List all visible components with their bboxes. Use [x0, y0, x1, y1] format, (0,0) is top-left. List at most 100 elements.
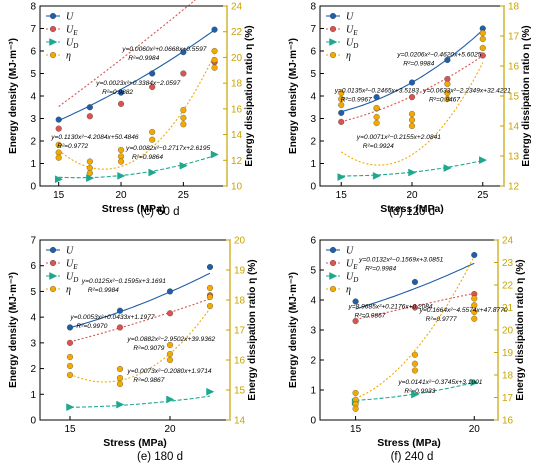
y2-tick-label: 20 — [502, 326, 514, 337]
point-eta — [180, 121, 187, 128]
y2-tick-label: 12 — [231, 156, 243, 167]
fit-r2-ue: R²=0.9867 — [354, 312, 385, 319]
point-eta — [444, 80, 451, 88]
y2-tick-label: 18 — [502, 371, 514, 382]
point-eta — [338, 101, 345, 109]
point-eta — [117, 158, 125, 165]
point-eta — [479, 29, 486, 37]
legend-marker-ud — [329, 38, 338, 46]
y2-axis-title: Energy dissipation ratio η (%) — [515, 259, 526, 400]
y2-tick-label: 16 — [508, 62, 520, 73]
x-axis-title: Stress (MPa) — [377, 437, 441, 449]
y2-tick-label: 15 — [508, 92, 520, 103]
fit-line-eta — [340, 62, 484, 166]
point-eta — [479, 35, 486, 43]
point-ud — [166, 395, 175, 404]
y2-axis-title: Energy dissipation ratio η (%) — [247, 259, 258, 400]
fit-equation-ud: y=0.0073x²−0.2080x+1.9714 — [126, 368, 211, 375]
y2-tick-label: 23 — [502, 258, 514, 269]
y-tick-label: 6 — [310, 47, 316, 58]
point-u — [338, 109, 345, 116]
y-tick-label: 6 — [30, 261, 36, 272]
point-eta — [373, 119, 380, 127]
point-u — [471, 251, 478, 259]
y-tick-label: 5 — [310, 266, 316, 277]
legend-marker-ud — [329, 272, 338, 280]
y-axis-title: Energy density (MJ·m⁻³) — [8, 38, 19, 154]
y2-tick-label: 22 — [231, 27, 243, 38]
y2-tick-label: 19 — [502, 348, 514, 359]
y-tick-label: 3 — [310, 326, 316, 337]
y-tick-label: 3 — [310, 114, 316, 125]
y-tick-label: 4 — [30, 313, 36, 324]
point-eta — [211, 47, 218, 55]
fit-r2-ue: R²=0.9882 — [102, 89, 133, 96]
legend-label-eta: η — [346, 285, 351, 296]
fit-line-ud — [58, 155, 215, 179]
fit-r2-eta: R²=0.9467 — [429, 96, 460, 103]
legend-label-ud: UD — [66, 38, 78, 51]
point-eta — [55, 149, 62, 156]
point-eta — [373, 113, 380, 121]
legend-marker-eta — [49, 285, 57, 293]
point-u — [206, 263, 214, 271]
point-eta — [471, 315, 478, 322]
y2-tick-label: 14 — [508, 122, 520, 133]
point-eta — [55, 154, 62, 161]
point-ud — [443, 164, 452, 172]
point-ud — [479, 156, 488, 165]
point-ue — [116, 324, 124, 331]
point-eta — [116, 380, 124, 388]
fit-line-eta — [69, 308, 211, 383]
legend-marker-eta — [49, 51, 57, 59]
x-tick-label: 15 — [53, 190, 65, 201]
fit-equation-eta: y=0.1664x²−4.5574x+47.8770 — [419, 307, 508, 314]
fit-equation-u: y=0.0206x²−0.4620x+5.6025 — [396, 51, 481, 58]
point-u — [352, 298, 359, 305]
legend-marker-eta — [329, 285, 337, 293]
x-axis-title: Stress (MPa) — [103, 437, 167, 449]
y-tick-label: 1 — [310, 386, 316, 397]
point-eta — [479, 44, 486, 52]
fit-line-u — [69, 272, 211, 329]
y-axis-title: Energy density (MJ·m⁻³) — [288, 272, 299, 388]
y-tick-label: 3 — [30, 114, 36, 125]
point-u — [66, 324, 74, 331]
point-eta — [408, 110, 416, 118]
y-tick-label: 3 — [30, 338, 36, 349]
y-tick-label: 5 — [30, 69, 36, 80]
point-ue — [86, 113, 93, 120]
y-tick-label: 7 — [30, 236, 36, 247]
fit-r2-eta: R²=0.9777 — [426, 316, 457, 323]
fit-line-ue — [341, 55, 484, 123]
legend-marker-ue — [49, 259, 57, 267]
y-tick-label: 0 — [30, 416, 36, 427]
y-tick-label: 0 — [310, 416, 316, 427]
legend-label-eta: η — [66, 285, 71, 296]
point-ud — [148, 168, 157, 177]
point-eta — [444, 89, 451, 97]
point-ue — [479, 52, 486, 59]
fit-line-eta — [355, 255, 475, 400]
fit-equation-ue: y=0.0023x²+0.3384x−2.0597 — [95, 80, 180, 87]
fit-equation-ud: y=0.0082x²−0.2717x+2.6195 — [125, 145, 210, 152]
point-ue — [408, 94, 416, 101]
panel-label: (e) 180 d — [137, 451, 183, 463]
y2-tick-label: 16 — [231, 104, 243, 115]
point-eta — [206, 284, 214, 292]
legend-label-eta: η — [346, 51, 351, 62]
point-eta — [86, 170, 93, 177]
point-eta — [180, 107, 187, 114]
fit-line-u — [58, 29, 215, 121]
x-tick-label: 20 — [115, 190, 127, 201]
point-eta — [66, 362, 74, 370]
point-u — [55, 116, 62, 123]
legend-marker-ud — [49, 272, 58, 280]
fit-r2-u: R²=0.9984 — [128, 55, 159, 62]
point-ue — [149, 83, 156, 91]
y-tick-label: 1 — [30, 159, 36, 170]
